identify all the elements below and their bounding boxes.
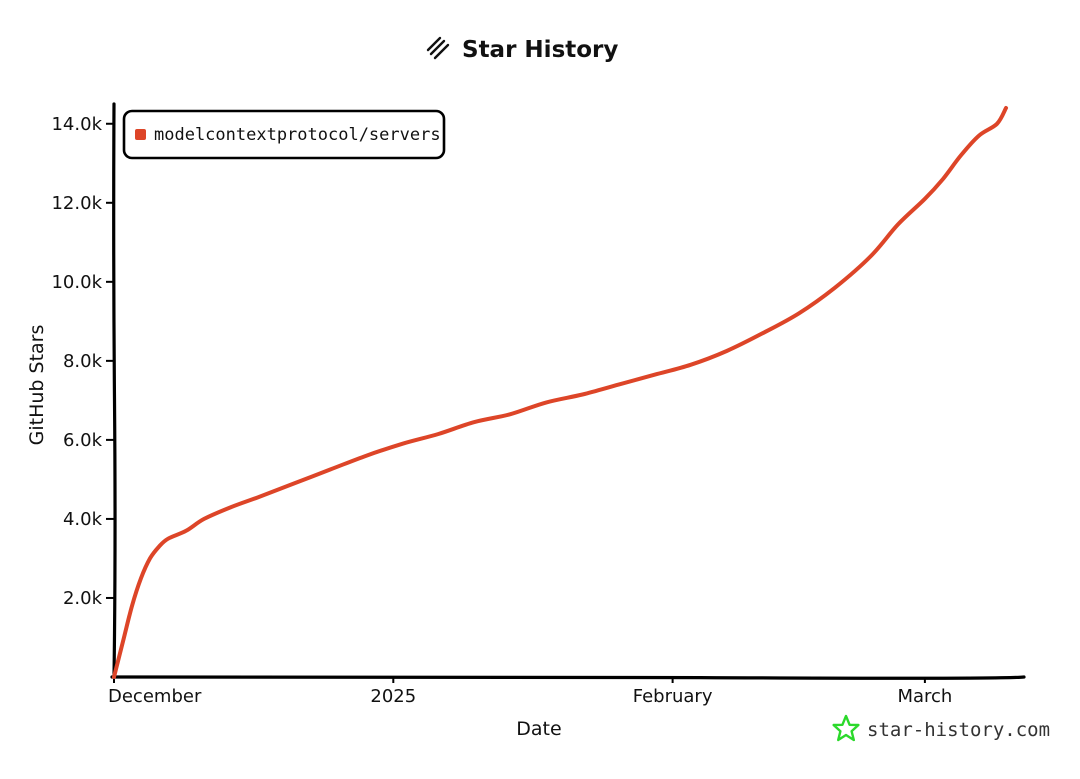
y-tick-label: 10.0k	[51, 272, 102, 293]
star-history-star-icon	[832, 714, 860, 742]
star-history-logo-icon	[426, 36, 450, 60]
y-tick-label: 2.0k	[63, 588, 103, 609]
y-axis-title: GitHub Stars	[26, 325, 48, 446]
legend-label: modelcontextprotocol/servers	[154, 125, 441, 145]
x-axis-title: Date	[516, 718, 561, 740]
series-line-modelcontextprotocol-servers	[112, 106, 1008, 679]
legend-swatch	[135, 129, 146, 140]
y-tick-label: 14.0k	[51, 114, 102, 135]
y-axis-ticks: 2.0k 4.0k 6.0k 8.0k 10.0k 12.0k 14.0k	[51, 114, 114, 609]
x-tick-label: 2025	[370, 686, 416, 707]
watermark[interactable]: star-history.com	[832, 714, 1050, 742]
y-tick-label: 12.0k	[51, 193, 102, 214]
x-tick-label: December	[108, 686, 202, 707]
legend-box	[122, 109, 446, 160]
x-tick-label: February	[633, 686, 713, 707]
y-tick-label: 6.0k	[63, 430, 103, 451]
y-tick-label: 4.0k	[63, 509, 103, 530]
x-axis-line	[110, 675, 1026, 680]
x-axis-ticks: December 2025 February March	[108, 677, 952, 707]
y-axis-line	[112, 102, 117, 679]
x-tick-label: March	[897, 686, 952, 707]
chart-title: Star History	[462, 37, 618, 63]
chart-title-group: Star History	[426, 36, 618, 63]
watermark-text[interactable]: star-history.com	[867, 719, 1050, 741]
y-tick-label: 8.0k	[63, 351, 103, 372]
legend: modelcontextprotocol/servers	[122, 109, 446, 160]
